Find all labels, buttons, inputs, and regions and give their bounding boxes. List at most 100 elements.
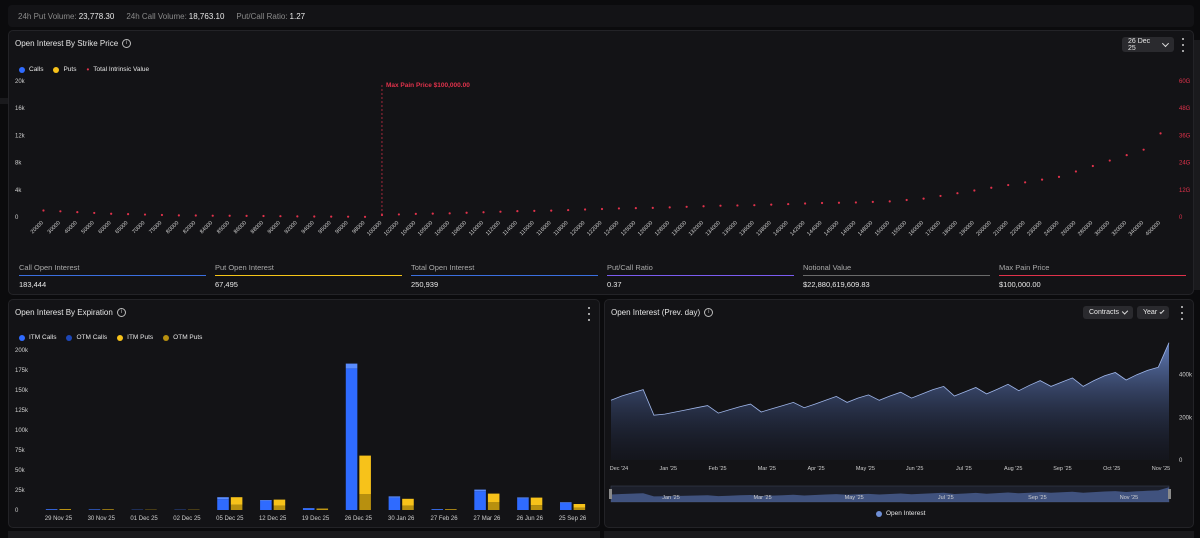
legend-puts[interactable]: Puts <box>53 66 76 73</box>
more-options-icon[interactable] <box>1179 38 1187 52</box>
x-tick-label: 124000 <box>603 220 620 237</box>
itm-puts-swatch <box>117 334 124 341</box>
intrinsic-point <box>211 214 214 217</box>
y-tick-label: 25k <box>15 488 26 494</box>
itm-puts-bar <box>487 493 500 502</box>
stat-value: 250,939 <box>411 280 439 289</box>
legend-open-interest[interactable]: Open Interest <box>876 510 925 517</box>
intrinsic-point <box>905 198 908 202</box>
prevday-legend: Open Interest <box>876 510 925 517</box>
otm-calls-bar <box>517 498 529 510</box>
more-options-icon[interactable] <box>585 307 593 321</box>
intrinsic-point <box>330 215 333 218</box>
x-tick-label: 180000 <box>942 220 959 237</box>
strike-panel-title: Open Interest By Strike Price <box>15 39 119 48</box>
x-tick-label: 27 Mar 26 <box>473 516 501 522</box>
navigator-tick-label: Nov '25 <box>1120 495 1138 501</box>
intrinsic-point <box>228 214 231 217</box>
y-tick-label: 75k <box>15 448 26 454</box>
stat-value: $22,880,619,609.83 <box>803 280 870 289</box>
legend-label: Open Interest <box>886 510 926 517</box>
itm-puts-bar <box>359 455 371 494</box>
x-tick-label: 134000 <box>705 220 722 237</box>
strike-legend: Calls Puts • Total Intrinsic Value <box>19 65 149 74</box>
x-tick-label: 25 Sep 26 <box>559 516 587 522</box>
y-tick-label: 4k <box>15 188 22 194</box>
intrinsic-point <box>279 215 282 218</box>
right-edge <box>1194 40 1200 290</box>
x-tick-label: 94000 <box>301 220 316 235</box>
stat-label: Total Open Interest <box>411 263 475 272</box>
stat-underline <box>607 275 794 276</box>
legend-otm-calls[interactable]: OTM Calls <box>66 334 107 341</box>
y-tick-label: 8k <box>15 161 22 167</box>
otm-calls-bar <box>260 500 272 510</box>
x-tick-label: 114000 <box>502 220 519 237</box>
more-options-icon[interactable] <box>1178 306 1186 320</box>
unit-dropdown[interactable]: Contracts <box>1083 306 1133 319</box>
legend-calls[interactable]: Calls <box>19 66 43 73</box>
put-call-ratio-value: 1.27 <box>289 11 306 21</box>
x-tick-label: 126000 <box>637 220 654 237</box>
intrinsic-point <box>668 206 671 209</box>
info-icon[interactable]: i <box>116 308 126 317</box>
intrinsic-point <box>770 203 773 206</box>
otm-calls-bar <box>302 508 315 510</box>
x-tick-label: 340000 <box>1128 220 1145 237</box>
panel-below-edge <box>604 531 1194 538</box>
intrinsic-point <box>533 209 536 212</box>
range-dropdown-value: Year <box>1143 309 1158 316</box>
open-interest-line <box>610 342 1170 416</box>
edge-handle <box>0 98 8 104</box>
x-tick-label: Jul '25 <box>956 466 972 472</box>
intrinsic-point <box>939 194 942 198</box>
x-tick-label: 50000 <box>81 220 96 235</box>
range-dropdown[interactable]: Year <box>1137 306 1169 319</box>
x-tick-label: 118000 <box>553 220 570 237</box>
intrinsic-point <box>1040 178 1044 181</box>
intrinsic-point <box>499 210 502 213</box>
expiry-dropdown[interactable]: 26 Dec 25 <box>1122 37 1174 52</box>
otm-calls-bar <box>388 497 401 510</box>
x-tick-label: 30000 <box>47 220 62 235</box>
x-tick-label: 05 Dec 25 <box>216 516 244 522</box>
legend-itm-calls[interactable]: ITM Calls <box>19 334 56 341</box>
x-tick-label: 88000 <box>250 220 265 235</box>
intrinsic-point <box>126 213 130 216</box>
intrinsic-point <box>600 207 604 211</box>
stat-value: 183,444 <box>19 280 47 289</box>
stat-label: Call Open Interest <box>19 263 80 272</box>
y-tick-label: 200k <box>1179 415 1193 421</box>
info-icon[interactable]: i <box>122 39 132 48</box>
otm-calls-bar <box>431 509 444 510</box>
y-tick-label: 150k <box>15 388 29 394</box>
x-tick-label: 106000 <box>434 220 451 237</box>
x-tick-label: 26 Dec 25 <box>345 516 373 522</box>
x-tick-label: 128000 <box>654 220 671 237</box>
legend-calls-label: Calls <box>29 66 44 73</box>
legend-itm-puts[interactable]: ITM Puts <box>117 334 153 341</box>
stat-underline <box>999 275 1186 276</box>
x-tick-label: 146000 <box>840 220 857 237</box>
x-tick-label: 135000 <box>722 220 739 237</box>
info-icon[interactable]: i <box>704 308 714 317</box>
intrinsic-point <box>380 213 384 217</box>
stat-max-pain: Max Pain Price $100,000.00 <box>999 263 1186 289</box>
x-tick-label: 85000 <box>216 220 231 235</box>
x-tick-label: 122000 <box>586 220 603 237</box>
legend-puts-label: Puts <box>63 66 77 73</box>
itm-puts-bar <box>402 498 414 506</box>
x-tick-label: 01 Dec 25 <box>130 516 158 522</box>
intrinsic-point <box>397 213 400 216</box>
intrinsic-point <box>888 200 891 203</box>
itm-calls-bar <box>474 489 486 492</box>
calls-swatch <box>19 66 25 73</box>
x-tick-label: 65000 <box>114 220 129 235</box>
itm-calls-bar <box>560 502 572 503</box>
legend-otm-puts[interactable]: OTM Puts <box>163 334 202 341</box>
x-tick-label: 30 Nov 25 <box>88 516 116 522</box>
otm-calls-bar <box>345 368 358 510</box>
legend-intrinsic[interactable]: • Total Intrinsic Value <box>86 65 149 74</box>
intrinsic-point <box>245 214 248 217</box>
x-tick-label: 86000 <box>233 220 248 235</box>
